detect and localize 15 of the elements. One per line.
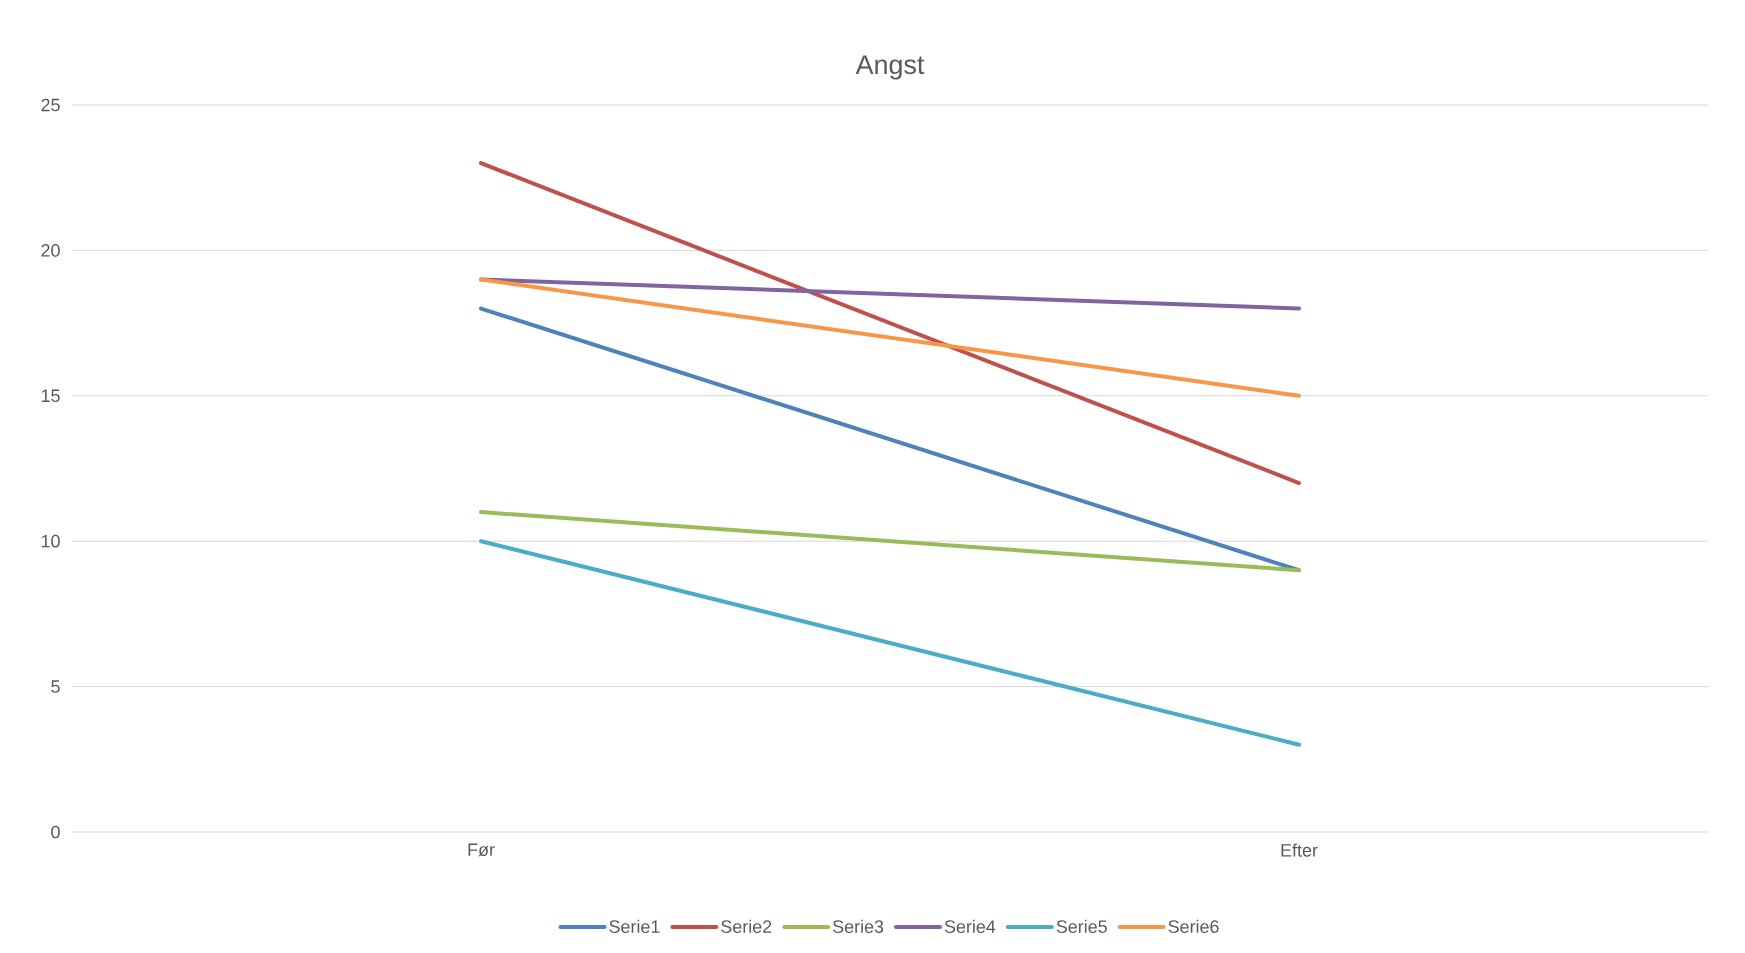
y-tick-label: 10 bbox=[41, 534, 60, 548]
chart-title: Angst bbox=[855, 55, 925, 80]
legend-label: Serie3 bbox=[832, 919, 884, 933]
y-tick-label: 0 bbox=[51, 825, 60, 839]
legend-label: Serie2 bbox=[721, 919, 772, 933]
x-tick-label: Før bbox=[468, 843, 495, 857]
y-tick-label: 15 bbox=[41, 389, 60, 403]
legend-label: Serie4 bbox=[944, 919, 996, 933]
y-tick-label: 20 bbox=[41, 244, 60, 257]
legend-label: Serie6 bbox=[1168, 919, 1219, 933]
legend-label: Serie5 bbox=[1056, 919, 1107, 933]
x-tick-label: Efter bbox=[1281, 843, 1318, 857]
y-tick-label: 5 bbox=[51, 680, 60, 693]
y-tick-label: 25 bbox=[41, 98, 60, 112]
legend-label: Serie1 bbox=[609, 919, 660, 933]
